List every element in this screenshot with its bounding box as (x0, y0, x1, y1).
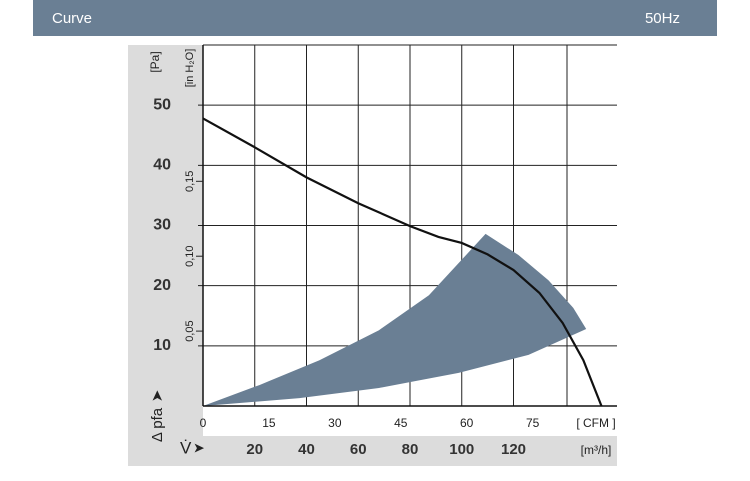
x2-tick-label: 75 (526, 416, 540, 430)
x-tick-label: 40 (298, 441, 315, 458)
x-axis-label: [m³/h] (581, 443, 612, 457)
x-arrow: ➤ (193, 440, 205, 456)
y2-tick-label: 0,05 (184, 320, 196, 341)
y2-tick-label: 0,15 (184, 171, 196, 192)
x2-axis-label: [ CFM ] (576, 416, 615, 430)
y2-axis-label: [in H₂O] (184, 49, 196, 88)
x-axis-title: V̇ (180, 438, 192, 457)
fan-curve (202, 117, 603, 407)
x2-tick-label: 30 (328, 416, 342, 430)
y2-tick-label: 0,10 (184, 245, 196, 266)
operating-area (203, 233, 587, 406)
y-arrow: ➤ (149, 390, 166, 403)
header-bar (33, 0, 717, 36)
header-title: Curve (52, 10, 92, 27)
y-axis-label: [Pa] (148, 51, 162, 72)
y-tick-label: 50 (153, 96, 171, 113)
x2-tick-label: 15 (262, 416, 276, 430)
x-tick-label: 60 (350, 441, 367, 458)
x-tick-label: 100 (449, 441, 474, 458)
y-axis-title: Δ pfa (149, 407, 166, 442)
x2-tick-label: 45 (394, 416, 408, 430)
x2-tick-label: 0 (200, 416, 207, 430)
x-tick-label: 120 (501, 441, 526, 458)
x-tick-label: 80 (402, 441, 419, 458)
y-tick-label: 30 (153, 217, 171, 234)
y-tick-label: 40 (153, 157, 171, 174)
y-tick-label: 20 (153, 277, 171, 294)
y-tick-label: 10 (153, 337, 171, 354)
header-frequency: 50Hz (645, 10, 680, 27)
x2-tick-label: 60 (460, 416, 474, 430)
x-tick-label: 20 (246, 441, 263, 458)
